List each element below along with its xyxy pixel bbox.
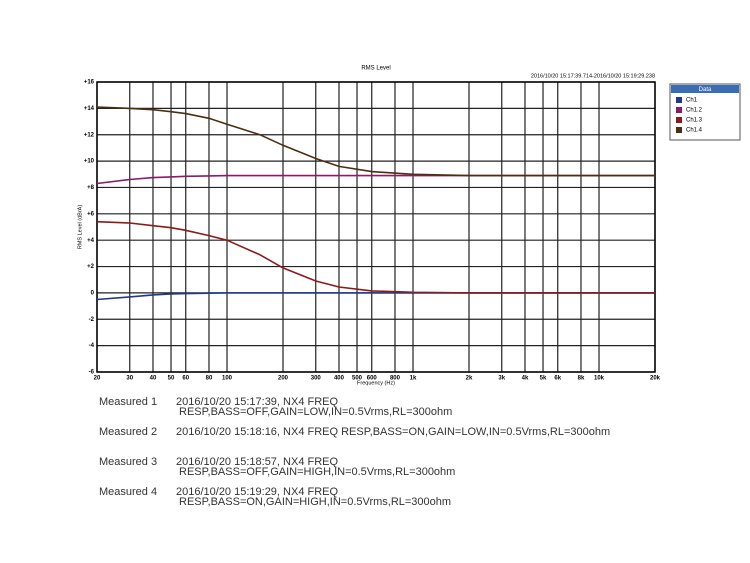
chart-subtitle: 2016/10/20 15:17:39.714-2016/10/20 15:19… [531, 73, 655, 79]
x-tick-label: 4k [522, 376, 529, 382]
y-tick-label: -4 [89, 343, 95, 349]
y-tick-label: -2 [89, 317, 95, 323]
plot-area [97, 82, 655, 372]
legend-header [671, 85, 739, 93]
y-tick-label: +2 [87, 264, 95, 270]
note-text: 2016/10/20 15:17:39, NX4 FREQ [176, 396, 338, 408]
x-tick-label: 60 [182, 376, 189, 382]
legend-swatch [676, 107, 682, 113]
x-tick-label: 8k [578, 376, 585, 382]
legend-swatch [676, 97, 682, 103]
legend-swatch [676, 117, 682, 123]
note-text: RESP,BASS=OFF,GAIN=LOW,IN=0.5Vrms,RL=300… [179, 406, 452, 418]
note-text: RESP,BASS=OFF,GAIN=HIGH,IN=0.5Vrms,RL=30… [179, 466, 455, 478]
legend-title: Data [699, 87, 712, 93]
legend-label: Ch1 [686, 98, 698, 104]
chart-title: RMS Level [361, 66, 390, 72]
note-label: Measured 3 [99, 456, 157, 468]
x-tick-label: 200 [278, 376, 289, 382]
x-tick-label: 20 [94, 376, 101, 382]
series-line [96, 106, 655, 177]
legend-swatch [676, 127, 682, 133]
x-tick-label: 5k [540, 376, 547, 382]
x-axis-label: Frequency (Hz) [357, 380, 395, 386]
note-text: RESP,BASS=ON,GAIN=HIGH,IN=0.5Vrms,RL=300… [179, 496, 451, 508]
y-tick-label: -6 [89, 370, 95, 376]
note-text: 2016/10/20 15:18:57, NX4 FREQ [176, 456, 338, 468]
y-tick-label: +14 [84, 106, 95, 112]
y-tick-label: +12 [84, 132, 95, 138]
x-tick-label: 10k [594, 376, 605, 382]
y-axis-label: RMS Level (dBrA) [77, 205, 83, 249]
x-tick-label: 2k [466, 376, 473, 382]
x-tick-label: 50 [168, 376, 175, 382]
x-tick-label: 100 [222, 376, 233, 382]
legend-label: Ch1.3 [686, 118, 703, 124]
y-tick-label: 0 [91, 290, 95, 296]
note-label: Measured 2 [99, 426, 157, 438]
series-line [96, 220, 655, 294]
x-tick-label: 400 [334, 376, 345, 382]
y-tick-label: +16 [84, 80, 95, 86]
x-tick-label: 6k [554, 376, 561, 382]
x-tick-label: 800 [390, 376, 401, 382]
x-tick-label: 600 [367, 376, 378, 382]
y-tick-label: +6 [87, 211, 95, 217]
x-tick-label: 300 [311, 376, 322, 382]
note-text: 2016/10/20 15:18:16, NX4 FREQ RESP,BASS=… [176, 426, 610, 438]
x-tick-label: 500 [352, 376, 363, 382]
y-tick-label: +10 [84, 159, 95, 165]
x-tick-label: 30 [126, 376, 133, 382]
y-tick-label: +4 [87, 238, 95, 244]
x-tick-label: 80 [206, 376, 213, 382]
x-tick-label: 3k [498, 376, 505, 382]
plot-border [96, 81, 656, 373]
y-tick-label: +8 [87, 185, 95, 191]
x-tick-label: 1k [410, 376, 417, 382]
note-label: Measured 1 [99, 396, 157, 408]
legend-label: Ch1.2 [686, 108, 703, 114]
x-tick-label: 40 [150, 376, 157, 382]
note-label: Measured 4 [99, 486, 157, 498]
x-tick-label: 20k [650, 376, 661, 382]
note-text: 2016/10/20 15:19:29, NX4 FREQ [176, 486, 338, 498]
legend-label: Ch1.4 [686, 128, 703, 134]
